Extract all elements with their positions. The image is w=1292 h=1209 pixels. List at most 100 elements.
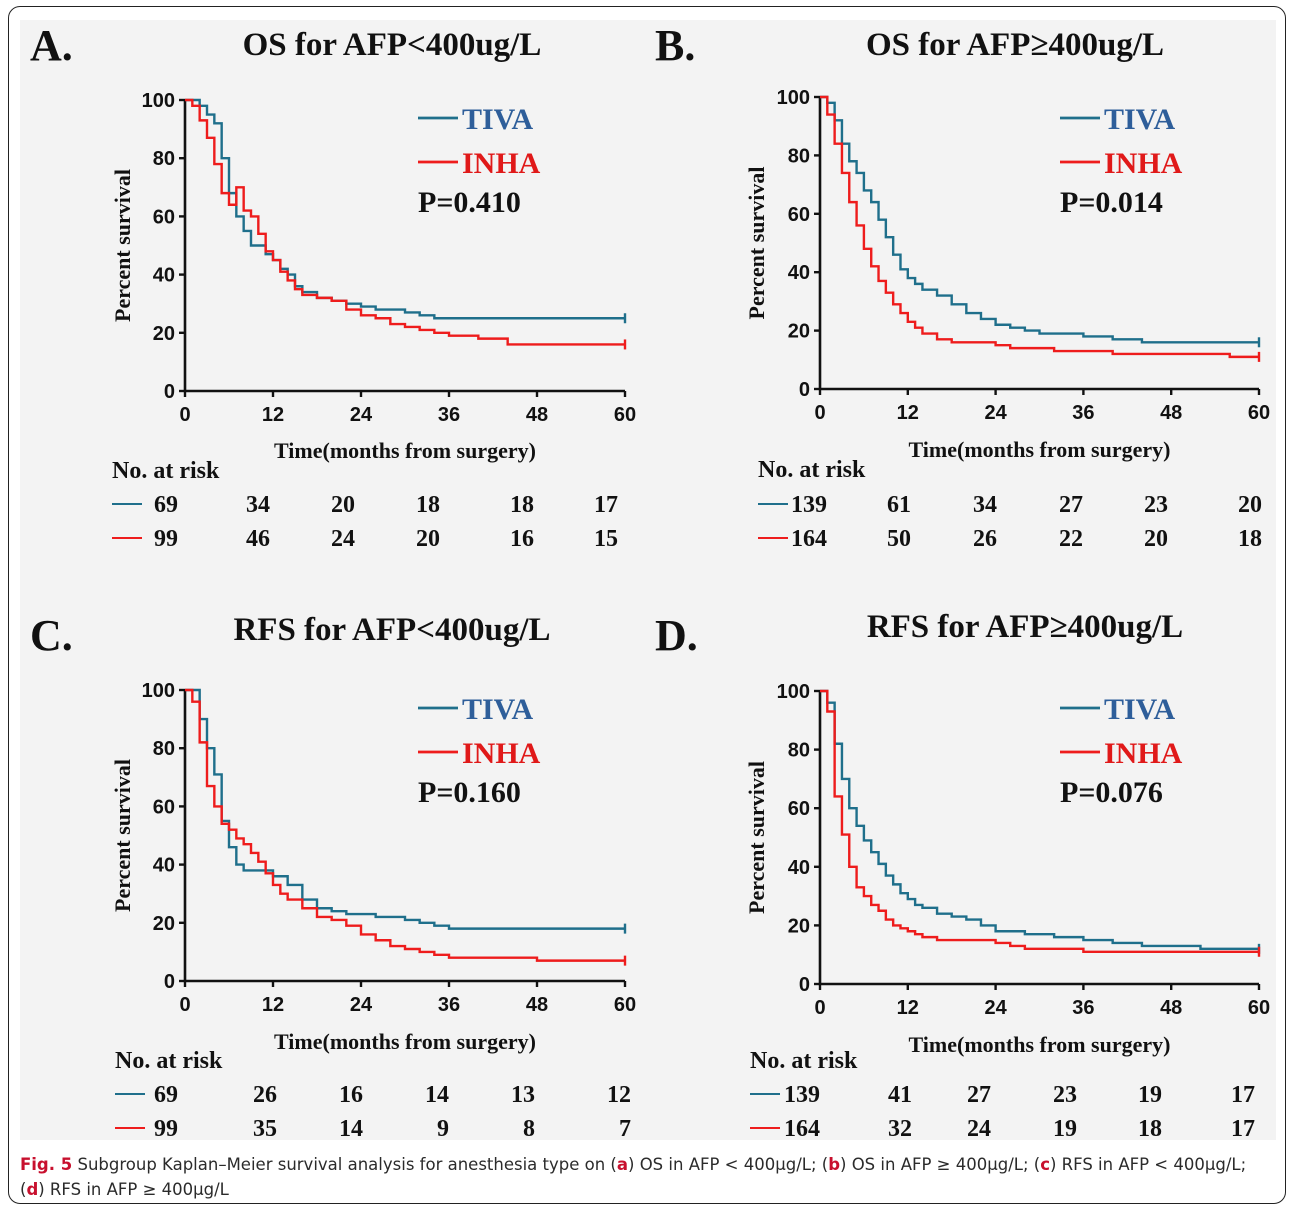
risk-count-tiva: 69 (154, 492, 178, 518)
risk-count-tiva: 26 (253, 1082, 277, 1108)
y-tick-label: 100 (777, 87, 810, 109)
risk-count-tiva: 19 (1138, 1082, 1162, 1108)
x-axis-label: Time(months from surgery) (274, 438, 536, 463)
panel-letter: B. (655, 21, 695, 70)
risk-count-inha: 18 (1238, 526, 1262, 552)
caption-text: Subgroup Kaplan–Meier survival analysis … (72, 1155, 617, 1174)
risk-count-tiva: 41 (888, 1082, 912, 1108)
risk-count-tiva: 34 (973, 492, 997, 518)
series-line-tiva (820, 689, 1259, 951)
risk-count-inha: 9 (437, 1116, 449, 1142)
y-tick-label: 0 (164, 971, 175, 993)
risk-count-tiva: 18 (416, 492, 440, 518)
risk-count-tiva: 27 (1059, 492, 1083, 518)
risk-count-tiva: 17 (594, 492, 618, 518)
risk-count-inha: 19 (1053, 1116, 1077, 1142)
x-tick-label: 24 (984, 997, 1007, 1019)
legend-label-inha: INHA (1104, 147, 1183, 180)
y-tick-label: 40 (153, 265, 175, 287)
risk-count-inha: 20 (1144, 526, 1168, 552)
x-tick-label: 48 (526, 404, 548, 426)
risk-count-inha: 18 (1138, 1116, 1162, 1142)
risk-count-tiva: 34 (246, 492, 270, 518)
y-tick-label: 20 (788, 321, 810, 343)
x-tick-label: 36 (1072, 402, 1094, 424)
chart-title: RFS for AFP≥400ug/L (867, 609, 1183, 645)
risk-count-inha: 24 (967, 1116, 991, 1142)
caption-part-d: ) RFS in AFP ≥ 400μg/L (38, 1180, 229, 1199)
risk-count-inha: 99 (154, 1116, 178, 1142)
risk-count-tiva: 23 (1144, 492, 1168, 518)
legend-label-inha: INHA (462, 147, 541, 180)
caption-label: Fig. 5 (20, 1155, 73, 1174)
x-tick-label: 48 (526, 994, 548, 1016)
p-value: P=0.160 (418, 776, 521, 809)
series-line-tiva (185, 688, 625, 930)
risk-count-tiva: 139 (791, 492, 827, 518)
x-tick-label: 48 (1160, 402, 1182, 424)
risk-count-tiva: 18 (510, 492, 534, 518)
risk-count-tiva: 23 (1053, 1082, 1077, 1108)
risk-count-inha: 32 (888, 1116, 912, 1142)
risk-count-inha: 35 (253, 1116, 277, 1142)
panel-letter: D. (655, 611, 698, 660)
y-tick-label: 80 (153, 738, 175, 760)
caption-part-a: ) OS in AFP < 400μg/L; ( (628, 1155, 829, 1174)
x-tick-label: 36 (438, 994, 460, 1016)
x-axis-label: Time(months from surgery) (909, 1032, 1171, 1057)
risk-count-inha: 46 (246, 526, 270, 552)
risk-count-inha: 15 (594, 526, 618, 552)
y-tick-label: 60 (788, 204, 810, 226)
legend-label-inha: INHA (1104, 737, 1183, 770)
caption-ref-b: b (828, 1155, 841, 1174)
risk-count-tiva: 17 (1231, 1082, 1255, 1108)
y-tick-label: 0 (799, 974, 810, 996)
chart-title: OS for AFP<400ug/L (243, 27, 542, 63)
p-value: P=0.014 (1060, 186, 1163, 219)
legend-label-inha: INHA (462, 737, 541, 770)
y-tick-label: 80 (788, 740, 810, 762)
x-tick-label: 12 (262, 404, 284, 426)
x-tick-label: 0 (179, 404, 190, 426)
y-tick-label: 40 (788, 262, 810, 284)
y-tick-label: 80 (153, 148, 175, 170)
risk-count-tiva: 14 (425, 1082, 449, 1108)
risk-count-tiva: 12 (607, 1082, 631, 1108)
x-tick-label: 36 (1072, 997, 1094, 1019)
y-axis-label: Percent survival (744, 761, 769, 914)
axis-lines (818, 691, 1259, 986)
y-tick-label: 100 (142, 680, 175, 702)
risk-count-tiva: 69 (154, 1082, 178, 1108)
risk-count-tiva: 16 (339, 1082, 363, 1108)
figure-area (20, 20, 1276, 1140)
x-tick-label: 60 (614, 994, 636, 1016)
risk-count-tiva: 139 (784, 1082, 820, 1108)
y-axis-label: Percent survival (744, 167, 769, 320)
risk-count-inha: 99 (154, 526, 178, 552)
risk-count-inha: 164 (784, 1116, 820, 1142)
chart-title: OS for AFP≥400ug/L (866, 27, 1164, 63)
risk-count-inha: 26 (973, 526, 997, 552)
legend-label-tiva: TIVA (462, 693, 533, 726)
risk-count-inha: 22 (1059, 526, 1083, 552)
chart-title: RFS for AFP<400ug/L (233, 612, 550, 648)
series-line-inha (185, 98, 625, 346)
figure-caption: Fig. 5 Subgroup Kaplan–Meier survival an… (20, 1155, 1247, 1199)
legend-label-tiva: TIVA (1104, 103, 1175, 136)
series-line-tiva (820, 95, 1259, 344)
series-line-inha (820, 95, 1259, 359)
y-tick-label: 40 (153, 855, 175, 877)
risk-count-inha: 16 (510, 526, 534, 552)
risk-count-tiva: 20 (1238, 492, 1262, 518)
y-axis-label: Percent survival (110, 759, 135, 912)
x-tick-label: 24 (984, 402, 1007, 424)
risk-count-inha: 8 (523, 1116, 535, 1142)
x-tick-label: 12 (897, 997, 919, 1019)
y-tick-label: 20 (788, 915, 810, 937)
risk-count-inha: 24 (331, 526, 355, 552)
risk-count-tiva: 20 (331, 492, 355, 518)
x-tick-label: 24 (350, 994, 373, 1016)
